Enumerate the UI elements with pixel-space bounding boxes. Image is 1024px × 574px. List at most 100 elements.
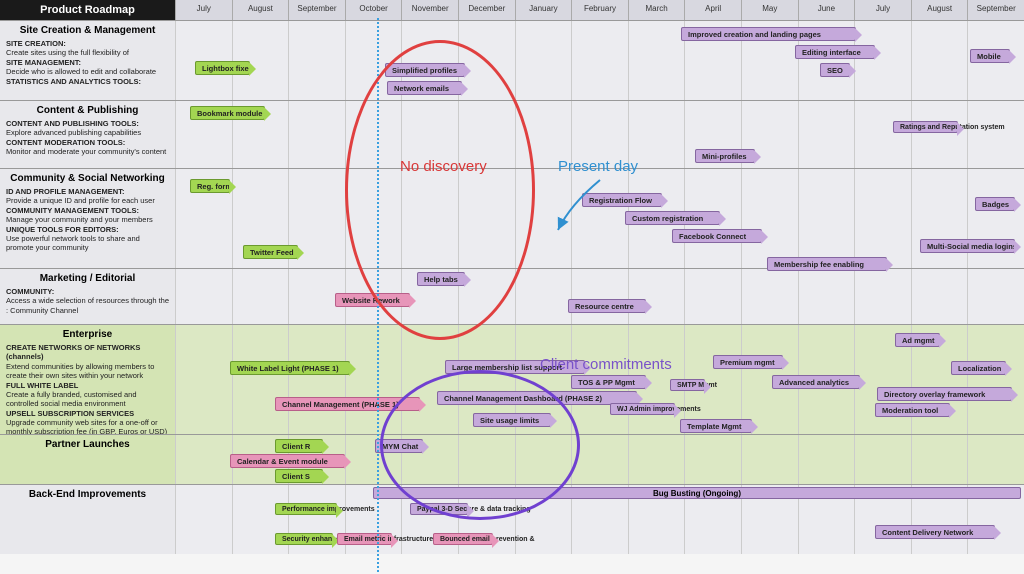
section-lane-backend: Bug Busting (Ongoing)Performance improve… (175, 484, 1024, 554)
month-gridline (175, 101, 176, 168)
roadmap-bar: Large membership list support (445, 360, 585, 374)
section-lane-partner: Client RCalendar & Event moduleClient SM… (175, 434, 1024, 484)
month-gridline (175, 435, 176, 484)
month-label: July (854, 0, 911, 20)
month-gridline (175, 325, 176, 434)
roadmap-bar: Moderation tool (875, 403, 950, 417)
section-lane-marketing: Website ReworkHelp tabsResource centre (175, 268, 1024, 324)
month-label: October (345, 0, 402, 20)
month-gridline (628, 435, 629, 484)
month-label: May (741, 0, 798, 20)
roadmap-bar: Multi-Social media logins (920, 239, 1015, 253)
month-label: November (401, 0, 458, 20)
roadmap-bar: Editing interface (795, 45, 875, 59)
roadmap-bar: Bounced email prevention & (433, 533, 493, 545)
month-gridline (798, 269, 799, 324)
roadmap-bar: Directory overlay framework (877, 387, 1012, 401)
month-gridline (854, 435, 855, 484)
present-day-arrow (550, 175, 650, 255)
roadmap-bar: Content Delivery Network (875, 525, 995, 539)
month-gridline (571, 435, 572, 484)
roadmap-bar: Premium mgmt (713, 355, 783, 369)
month-gridline (684, 101, 685, 168)
section-title: Partner Launches (6, 439, 169, 450)
month-gridline (684, 269, 685, 324)
month-gridline (175, 169, 176, 268)
section-desc: CREATE NETWORKS OF NETWORKS (channels)Ex… (6, 343, 169, 437)
roadmap-bar: Mini-profiles (695, 149, 755, 163)
roadmap-bar: Simplified profiles (385, 63, 465, 77)
month-gridline (515, 269, 516, 324)
month-gridline (458, 101, 459, 168)
month-gridline (628, 21, 629, 100)
month-gridline (175, 269, 176, 324)
roadmap-bar: White Label Light (PHASE 1) (230, 361, 350, 375)
month-gridline (345, 21, 346, 100)
month-gridline (288, 325, 289, 434)
month-gridline (911, 269, 912, 324)
section-label-partner: Partner Launches (0, 434, 175, 484)
roadmap-bar: Resource centre (568, 299, 646, 313)
month-gridline (458, 325, 459, 434)
roadmap-bar: Badges (975, 197, 1015, 211)
month-label: February (571, 0, 628, 20)
roadmap-bar: MYM Chat (375, 439, 423, 453)
section-lane-site: Lightbox fixes Simplified profiles Network… (175, 20, 1024, 100)
roadmap-bar: Paypal 3-D Secure & data tracking (410, 503, 468, 515)
section-desc: COMMUNITY:Access a wide selection of res… (6, 287, 169, 315)
month-gridline (684, 435, 685, 484)
section-label-backend: Back-End Improvements (0, 484, 175, 554)
roadmap-bar: Lightbox fixes (195, 61, 250, 75)
roadmap-bar: Security enhancements (275, 533, 333, 545)
month-label: September (967, 0, 1024, 20)
month-gridline (571, 269, 572, 324)
month-gridline (515, 435, 516, 484)
section-title: Community & Social Networking (6, 173, 169, 184)
month-label: June (798, 0, 855, 20)
month-label: April (684, 0, 741, 20)
roadmap-bar: Client R (275, 439, 323, 453)
section-desc: ID AND PROFILE MANAGEMENT:Provide a uniq… (6, 187, 169, 253)
month-gridline (967, 269, 968, 324)
month-gridline (967, 325, 968, 434)
roadmap-bar: SEO (820, 63, 850, 77)
month-label: September (288, 0, 345, 20)
month-label: March (628, 0, 685, 20)
month-gridline (967, 435, 968, 484)
month-gridline (515, 169, 516, 268)
month-gridline (232, 485, 233, 554)
roadmap-bar: Twitter Feed (243, 245, 298, 259)
section-label-enterprise: Enterprise CREATE NETWORKS OF NETWORKS (c… (0, 324, 175, 434)
month-gridline (741, 435, 742, 484)
month-gridline (401, 169, 402, 268)
month-gridline (911, 169, 912, 268)
roadmap-bar: Network emails (387, 81, 462, 95)
month-label: August (911, 0, 968, 20)
month-gridline (175, 21, 176, 100)
section-lane-content: Bookmark moduleMini-profilesRatings and … (175, 100, 1024, 168)
section-title: Enterprise (6, 329, 169, 340)
month-gridline (288, 101, 289, 168)
roadmap-bar: Mobile (970, 49, 1010, 63)
present-day-line (377, 18, 379, 572)
section-title: Site Creation & Management (6, 25, 169, 36)
section-label-site: Site Creation & Management SITE CREATION:… (0, 20, 175, 100)
month-gridline (515, 21, 516, 100)
month-header: JulyAugustSeptemberOctoberNovemberDecemb… (175, 0, 1024, 20)
section-label-content: Content & PublishingCONTENT AND PUBLISHI… (0, 100, 175, 168)
roadmap-bar: Calendar & Event module (230, 454, 345, 468)
month-gridline (288, 269, 289, 324)
month-gridline (345, 101, 346, 168)
month-gridline (515, 101, 516, 168)
month-gridline (628, 101, 629, 168)
month-gridline (911, 435, 912, 484)
month-gridline (458, 435, 459, 484)
roadmap-bar: Website Rework (335, 293, 410, 307)
month-gridline (401, 325, 402, 434)
month-label: December (458, 0, 515, 20)
roadmap-bar: Email metric infrastructure (337, 533, 392, 545)
section-label-marketing: Marketing / EditorialCOMMUNITY:Access a … (0, 268, 175, 324)
roadmap-bar: Ratings and Reputation system (893, 121, 958, 133)
month-gridline (854, 169, 855, 268)
section-desc: SITE CREATION:Create sites using the ful… (6, 39, 169, 86)
